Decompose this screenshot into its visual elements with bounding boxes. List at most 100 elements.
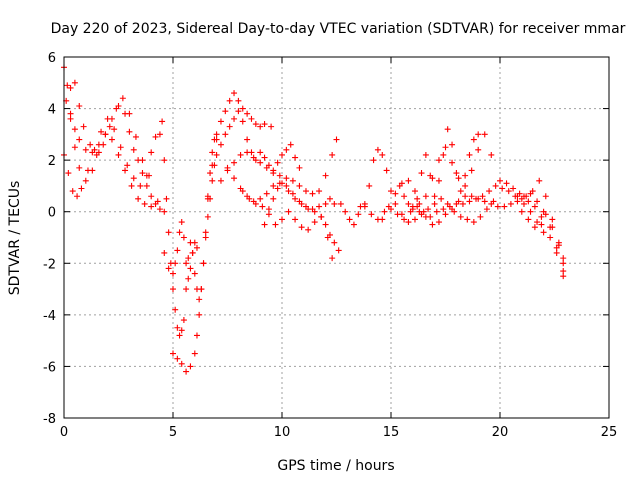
data-point — [113, 105, 120, 112]
data-point — [326, 231, 333, 238]
series-t8 — [204, 90, 303, 200]
data-point — [263, 164, 270, 171]
data-point — [217, 177, 224, 184]
data-point — [442, 211, 449, 218]
data-point — [82, 146, 89, 153]
data-point — [202, 234, 209, 241]
y-tick-label: 4 — [48, 103, 56, 118]
x-axis-ticks: 0 5 10 15 20 25 — [60, 57, 617, 440]
data-point — [244, 110, 251, 117]
data-point — [235, 97, 242, 104]
data-point — [156, 206, 163, 213]
data-point — [178, 327, 185, 334]
data-point — [139, 157, 146, 164]
data-point — [265, 211, 272, 218]
data-point — [346, 216, 353, 223]
data-point — [128, 182, 135, 189]
data-point — [401, 216, 408, 223]
data-point — [409, 206, 416, 213]
data-point — [455, 175, 462, 182]
data-point — [104, 115, 111, 122]
data-point — [560, 273, 567, 280]
data-point — [263, 190, 270, 197]
data-point — [250, 154, 257, 161]
y-axis-ticks: -8 -6 -4 -2 0 2 4 6 — [43, 51, 609, 427]
data-point — [217, 141, 224, 148]
data-point — [237, 151, 244, 158]
data-point — [117, 144, 124, 151]
data-point — [156, 131, 163, 138]
data-point — [444, 126, 451, 133]
data-point — [411, 188, 418, 195]
x-tick-label: 25 — [601, 425, 618, 440]
data-point — [462, 172, 469, 179]
data-point — [405, 219, 412, 226]
data-point — [296, 182, 303, 189]
data-point — [224, 164, 231, 171]
data-point — [174, 324, 181, 331]
series-t19 — [514, 193, 567, 280]
data-point — [322, 221, 329, 228]
data-point — [481, 198, 488, 205]
data-point — [438, 195, 445, 202]
data-point — [292, 216, 299, 223]
data-point — [279, 216, 285, 223]
data-point — [531, 224, 538, 231]
data-point — [191, 270, 198, 277]
data-point — [385, 203, 392, 210]
series-t2 — [61, 115, 163, 200]
data-point — [159, 118, 166, 125]
data-point — [244, 149, 251, 156]
data-point — [193, 244, 200, 251]
x-tick-label: 0 — [60, 425, 68, 440]
data-point — [414, 195, 421, 202]
y-tick-label: -2 — [43, 257, 56, 272]
data-point — [549, 216, 556, 223]
data-point — [316, 203, 323, 210]
data-point — [89, 149, 96, 156]
data-point — [311, 219, 318, 226]
data-point — [529, 188, 536, 195]
y-tick-label: -8 — [43, 412, 56, 427]
data-point — [296, 164, 303, 171]
data-point — [486, 188, 493, 195]
data-point — [560, 268, 567, 275]
series-t14 — [357, 146, 497, 226]
data-point — [231, 159, 238, 166]
series-t20 — [518, 208, 567, 262]
data-point — [122, 167, 129, 174]
data-point — [283, 175, 290, 182]
data-point — [534, 219, 541, 226]
data-point — [440, 206, 447, 213]
data-point — [374, 146, 381, 153]
data-point — [333, 136, 340, 143]
data-point — [93, 151, 100, 158]
data-point — [318, 213, 325, 220]
data-point — [479, 193, 486, 200]
data-point — [388, 188, 394, 195]
data-point — [322, 200, 329, 207]
data-point — [67, 84, 74, 91]
data-point — [525, 216, 532, 223]
data-point — [538, 221, 545, 228]
plot-frame — [63, 56, 610, 419]
data-point — [411, 216, 418, 223]
data-point — [204, 193, 211, 200]
data-point — [226, 123, 233, 130]
y-tick-label: -6 — [43, 360, 56, 375]
data-point — [252, 200, 259, 207]
data-point — [69, 188, 76, 195]
data-point — [553, 249, 560, 256]
data-point — [331, 239, 338, 246]
data-point — [209, 177, 216, 184]
series-t5 — [159, 118, 200, 282]
data-point — [425, 206, 432, 213]
y-tick-label: 0 — [48, 206, 56, 221]
series-t18 — [497, 177, 567, 267]
data-point — [71, 79, 78, 86]
data-point — [161, 208, 168, 215]
data-point — [148, 149, 155, 156]
data-point — [449, 141, 456, 148]
data-point — [111, 126, 118, 133]
